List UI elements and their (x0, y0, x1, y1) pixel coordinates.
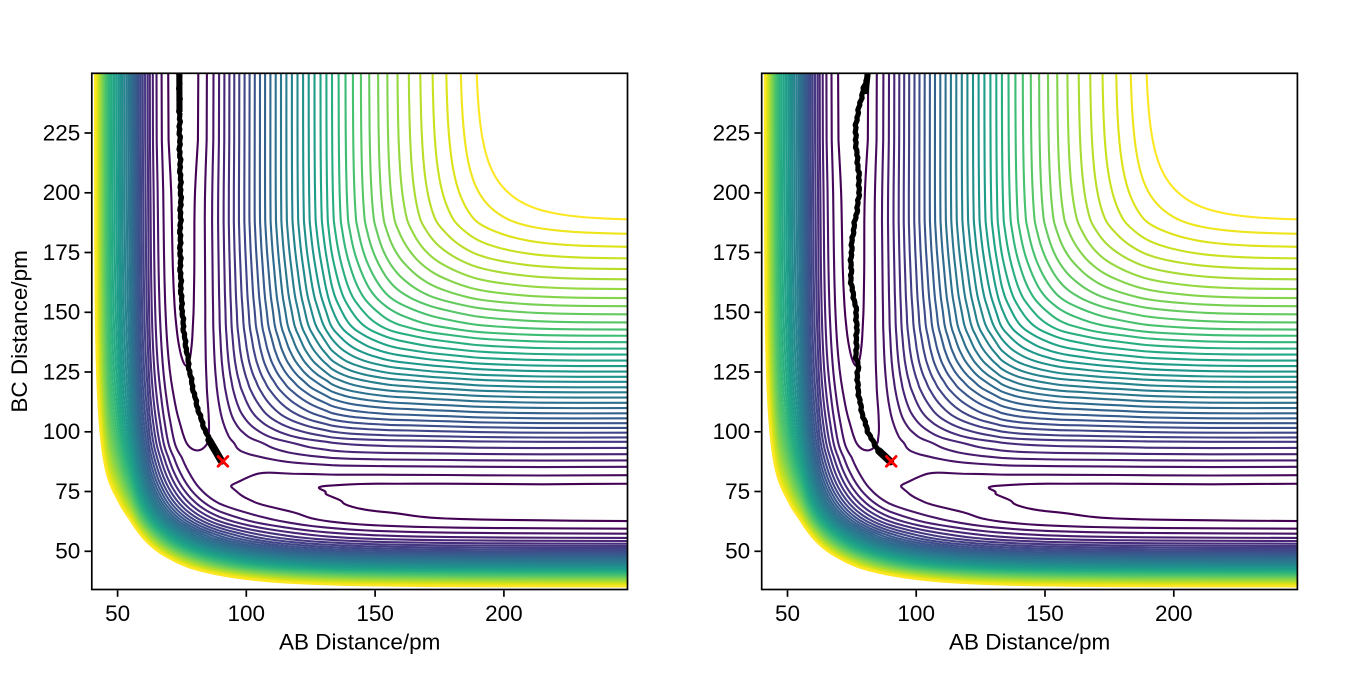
svg-text:175: 175 (713, 240, 751, 265)
svg-text:50: 50 (775, 601, 800, 626)
svg-text:100: 100 (228, 601, 266, 626)
svg-text:150: 150 (356, 601, 394, 626)
svg-text:200: 200 (43, 180, 81, 205)
svg-text:50: 50 (105, 601, 130, 626)
svg-text:100: 100 (43, 419, 81, 444)
svg-text:200: 200 (1155, 601, 1193, 626)
svg-text:AB Distance/pm: AB Distance/pm (279, 630, 440, 655)
svg-text:225: 225 (713, 120, 751, 145)
svg-text:100: 100 (713, 419, 751, 444)
svg-text:75: 75 (55, 479, 80, 504)
svg-text:200: 200 (485, 601, 523, 626)
svg-text:225: 225 (43, 120, 81, 145)
svg-text:50: 50 (725, 539, 750, 564)
svg-text:200: 200 (713, 180, 751, 205)
svg-text:100: 100 (897, 601, 935, 626)
svg-text:75: 75 (725, 479, 750, 504)
svg-text:125: 125 (713, 359, 751, 384)
svg-text:175: 175 (43, 240, 81, 265)
svg-text:150: 150 (713, 300, 751, 325)
svg-text:125: 125 (43, 359, 81, 384)
svg-text:AB Distance/pm: AB Distance/pm (949, 630, 1110, 655)
svg-text:150: 150 (1026, 601, 1064, 626)
svg-text:150: 150 (43, 300, 81, 325)
svg-text:BC Distance/pm: BC Distance/pm (7, 250, 32, 413)
svg-text:50: 50 (55, 539, 80, 564)
